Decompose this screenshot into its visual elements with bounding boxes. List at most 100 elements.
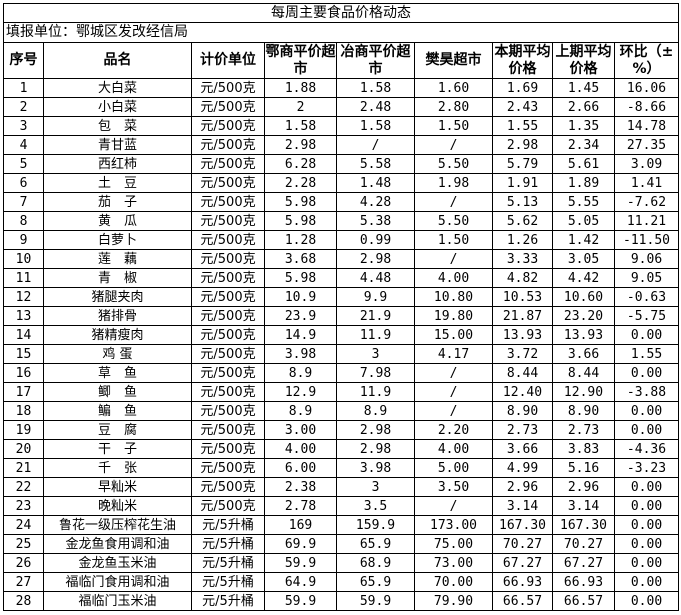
current-avg-price: 12.40 bbox=[492, 382, 553, 402]
row-index: 23 bbox=[3, 496, 44, 516]
row-index: 20 bbox=[3, 439, 44, 459]
change-percent: -4.36 bbox=[614, 439, 679, 459]
fanhao-price: / bbox=[414, 401, 493, 421]
row-index: 8 bbox=[3, 211, 44, 231]
previous-avg-price: 67.27 bbox=[552, 553, 615, 573]
eshang-price: 5.98 bbox=[264, 268, 337, 288]
current-avg-price: 67.27 bbox=[492, 553, 553, 573]
yeshang-price: 2.98 bbox=[336, 420, 415, 440]
row-index: 28 bbox=[3, 591, 44, 611]
yeshang-price: 1.58 bbox=[336, 116, 415, 136]
price-unit: 元/5升桶 bbox=[191, 515, 265, 535]
change-percent: 0.00 bbox=[614, 572, 679, 592]
table-row: 21 千 张元/500克 6.00 3.98 5.00 4.99 5.16 -3.23 bbox=[3, 458, 679, 478]
eshang-price: 6.00 bbox=[264, 458, 337, 478]
change-percent: 0.00 bbox=[614, 534, 679, 554]
change-percent: 0.00 bbox=[614, 496, 679, 516]
table-row: 25 金龙鱼食用调和油 元/5升桶 69.9 65.9 75.00 70.27 70.27 0.… bbox=[3, 534, 679, 554]
header-yeshang: 冶商平价超市 bbox=[336, 42, 415, 79]
current-avg-price: 8.44 bbox=[492, 363, 553, 383]
table-row: 27 福临门食用调和油 元/5升桶 64.9 65.9 70.00 66.93 66.93 0.… bbox=[3, 572, 679, 592]
yeshang-price: 65.9 bbox=[336, 534, 415, 554]
price-unit: 元/500克 bbox=[191, 420, 265, 440]
row-index: 15 bbox=[3, 344, 44, 364]
change-percent: 1.41 bbox=[614, 173, 679, 193]
product-name: 白萝卜 bbox=[43, 230, 192, 250]
row-index: 24 bbox=[3, 515, 44, 535]
eshang-price: 12.9 bbox=[264, 382, 337, 402]
change-percent: 9.05 bbox=[614, 268, 679, 288]
price-unit: 元/5升桶 bbox=[191, 534, 265, 554]
previous-avg-price: 5.61 bbox=[552, 154, 615, 174]
previous-avg-price: 1.45 bbox=[552, 78, 615, 98]
eshang-price: 5.98 bbox=[264, 192, 337, 212]
yeshang-price: 21.9 bbox=[336, 306, 415, 326]
current-avg-price: 21.87 bbox=[492, 306, 553, 326]
row-index: 5 bbox=[3, 154, 44, 174]
fanhao-price: 173.00 bbox=[414, 515, 493, 535]
table-row: 12 猪腿夹肉 元/500克 10.9 9.9 10.80 10.53 10.60 -0.63 bbox=[3, 287, 679, 307]
product-name: 黄 瓜 bbox=[43, 211, 192, 231]
previous-avg-price: 2.66 bbox=[552, 97, 615, 117]
reporting-unit: 填报单位：鄂城区发改经信局 bbox=[3, 22, 679, 43]
price-table: 每周主要食品价格动态 填报单位：鄂城区发改经信局 序号 品名 计价单位 鄂商平价超市冶… bbox=[3, 3, 679, 611]
previous-avg-price: 2.73 bbox=[552, 420, 615, 440]
fanhao-price: 1.50 bbox=[414, 116, 493, 136]
row-index: 18 bbox=[3, 401, 44, 421]
product-name: 金龙鱼食用调和油 bbox=[43, 534, 192, 554]
price-unit: 元/500克 bbox=[191, 78, 265, 98]
fanhao-price: / bbox=[414, 135, 493, 155]
row-index: 3 bbox=[3, 116, 44, 136]
eshang-price: 3.68 bbox=[264, 249, 337, 269]
table-row: 1 大白菜 元/500克 1.88 1.58 1.60 1.69 1.45 16.06 bbox=[3, 78, 679, 98]
price-unit: 元/500克 bbox=[191, 439, 265, 459]
table-row: 15 鸡 蛋元/500克 3.98 3 4.17 3.72 3.66 1.55 bbox=[3, 344, 679, 364]
table-row: 5 西红柿 元/500克 6.28 5.58 5.50 5.79 5.61 3.09 bbox=[3, 154, 679, 174]
table-row: 20 干 子元/500克 4.00 2.98 4.00 3.66 3.83 -4.36 bbox=[3, 439, 679, 459]
product-name: 晚籼米 bbox=[43, 496, 192, 516]
yeshang-price: 11.9 bbox=[336, 325, 415, 345]
row-index: 12 bbox=[3, 287, 44, 307]
price-unit: 元/5升桶 bbox=[191, 572, 265, 592]
product-name: 金龙鱼玉米油 bbox=[43, 553, 192, 573]
fanhao-price: 4.00 bbox=[414, 268, 493, 288]
fanhao-price: 1.98 bbox=[414, 173, 493, 193]
current-avg-price: 4.99 bbox=[492, 458, 553, 478]
eshang-price: 3.00 bbox=[264, 420, 337, 440]
eshang-price: 2.28 bbox=[264, 173, 337, 193]
table-row: 18 鳊 鱼元/500克 8.9 8.9/8.90 8.90 0.00 bbox=[3, 401, 679, 421]
price-unit: 元/500克 bbox=[191, 287, 265, 307]
price-unit: 元/500克 bbox=[191, 344, 265, 364]
row-index: 19 bbox=[3, 420, 44, 440]
yeshang-price: 65.9 bbox=[336, 572, 415, 592]
yeshang-price: 59.9 bbox=[336, 591, 415, 611]
previous-avg-price: 8.90 bbox=[552, 401, 615, 421]
table-row: 16 草 鱼元/500克 8.9 7.98/8.44 8.44 0.00 bbox=[3, 363, 679, 383]
change-percent: 14.78 bbox=[614, 116, 679, 136]
product-name: 猪腿夹肉 bbox=[43, 287, 192, 307]
previous-avg-price: 3.83 bbox=[552, 439, 615, 459]
product-name: 早籼米 bbox=[43, 477, 192, 497]
table-row: 13 猪排骨 元/500克 23.9 21.9 19.80 21.87 23.20 -5.75 bbox=[3, 306, 679, 326]
price-unit: 元/5升桶 bbox=[191, 553, 265, 573]
fanhao-price: 1.50 bbox=[414, 230, 493, 250]
previous-avg-price: 13.93 bbox=[552, 325, 615, 345]
fanhao-price: / bbox=[414, 249, 493, 269]
table-row: 14 猪精瘦肉 元/500克 14.9 11.9 15.00 13.93 13.93 0.00 bbox=[3, 325, 679, 345]
product-name: 莲 藕 bbox=[43, 249, 192, 269]
price-unit: 元/500克 bbox=[191, 325, 265, 345]
fanhao-price: 73.00 bbox=[414, 553, 493, 573]
fanhao-price: / bbox=[414, 382, 493, 402]
table-row: 28 福临门玉米油 元/5升桶 59.9 59.9 79.90 66.57 66.57 0.00 bbox=[3, 591, 679, 611]
fanhao-price: 4.00 bbox=[414, 439, 493, 459]
eshang-price: 8.9 bbox=[264, 401, 337, 421]
row-index: 2 bbox=[3, 97, 44, 117]
previous-avg-price: 3.14 bbox=[552, 496, 615, 516]
fanhao-price: 2.20 bbox=[414, 420, 493, 440]
current-avg-price: 5.62 bbox=[492, 211, 553, 231]
table-row: 9 白萝卜 元/500克 1.28 0.99 1.50 1.26 1.42 -11.50 bbox=[3, 230, 679, 250]
price-unit: 元/500克 bbox=[191, 382, 265, 402]
yeshang-price: 3 bbox=[336, 477, 415, 497]
